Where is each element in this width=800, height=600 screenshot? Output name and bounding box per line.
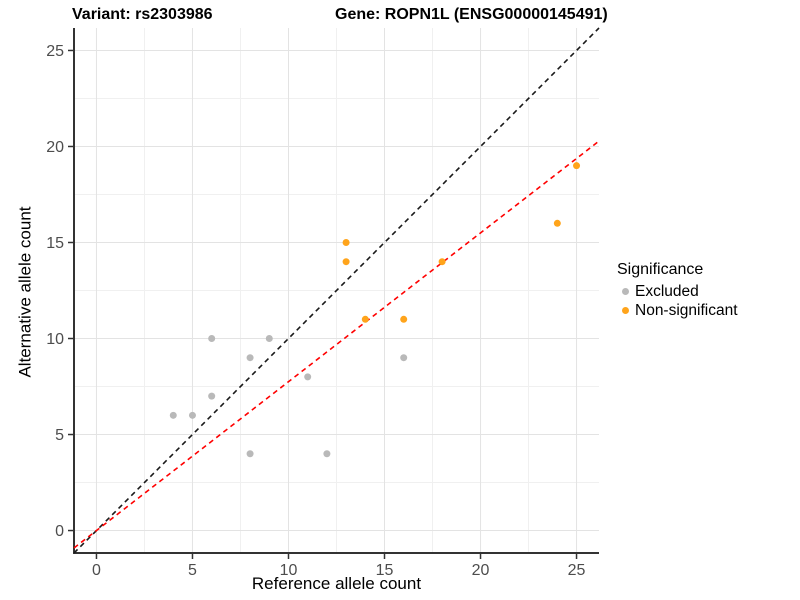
y-axis-title: Alternative allele count	[15, 206, 35, 378]
plot-title-variant: Variant: rs2303986	[72, 6, 213, 23]
data-point-excluded	[400, 354, 408, 362]
plot-title-gene: Gene: ROPN1L (ENSG00000145491)	[335, 6, 608, 23]
x-tick-label: 10	[280, 562, 298, 579]
data-point-non-significant	[361, 315, 369, 323]
y-tick-label: 15	[46, 235, 64, 252]
excluded-dot-icon	[622, 288, 629, 295]
y-tick-label: 20	[46, 139, 64, 156]
legend-item-excluded: Excluded	[617, 282, 738, 301]
x-tick-label: 0	[92, 562, 101, 579]
y-tick-label: 0	[55, 523, 64, 540]
data-point-non-significant	[573, 162, 581, 170]
x-tick-label: 25	[568, 562, 586, 579]
legend: Significance Excluded Non-significant	[617, 261, 738, 320]
data-point-non-significant	[400, 315, 408, 323]
x-axis-title: Reference allele count	[251, 574, 422, 593]
data-point-excluded	[169, 411, 177, 419]
x-tick-label: 5	[188, 562, 197, 579]
data-point-excluded	[188, 411, 196, 419]
data-point-non-significant	[438, 258, 446, 266]
data-point-excluded	[323, 450, 331, 458]
x-tick-label: 20	[472, 562, 490, 579]
data-point-excluded	[246, 450, 254, 458]
data-point-excluded	[208, 335, 216, 343]
legend-label-excluded: Excluded	[635, 282, 699, 300]
legend-item-non-significant: Non-significant	[617, 301, 738, 320]
data-point-excluded	[265, 335, 273, 343]
y-tick-label: 10	[46, 331, 64, 348]
y-tick-label: 5	[55, 427, 64, 444]
fit-line	[73, 140, 600, 549]
data-point-excluded	[208, 392, 216, 400]
y-tick-label: 25	[46, 43, 64, 60]
data-point-excluded	[246, 354, 254, 362]
data-point-non-significant	[553, 219, 561, 227]
x-tick-label: 15	[376, 562, 394, 579]
data-point-excluded	[304, 373, 312, 381]
non-significant-dot-icon	[622, 307, 629, 314]
legend-label-non-significant: Non-significant	[635, 301, 738, 319]
data-point-non-significant	[342, 258, 350, 266]
data-point-non-significant	[342, 238, 350, 246]
legend-title: Significance	[617, 261, 704, 278]
identity-line	[73, 27, 600, 554]
